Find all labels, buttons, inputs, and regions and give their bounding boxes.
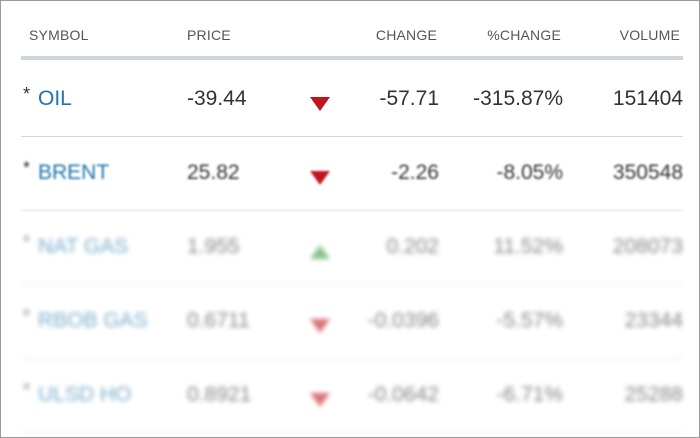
percent-change: -315.87%: [473, 87, 563, 110]
percent-change: 11.52%: [493, 235, 563, 258]
symbol-link[interactable]: NAT GAS: [38, 235, 129, 258]
price: -39.44: [187, 87, 247, 110]
down-arrow: [310, 393, 330, 407]
percent-change: -5.57%: [496, 309, 563, 332]
price: 1.955: [187, 235, 240, 258]
symbol-link[interactable]: ULSD HO: [38, 383, 132, 406]
table-row: * OIL -39.44 -57.71 -315.87% 151404: [21, 63, 683, 137]
change: -0.0396: [367, 309, 439, 332]
percent-change: -6.71%: [496, 383, 563, 406]
header-rule: [21, 56, 683, 60]
symbol-link[interactable]: OIL: [38, 87, 72, 110]
change: 0.202: [386, 235, 439, 258]
table-row: * RBOB GAS 0.6711 -0.0396 -5.57% 23344: [21, 285, 683, 359]
change: -57.71: [379, 87, 439, 110]
volume: 208073: [612, 235, 683, 258]
row-marker: *: [23, 232, 31, 252]
price: 0.6711: [187, 309, 250, 332]
row-marker: *: [23, 158, 31, 178]
table-row: * BRENT 25.82 -2.26 -8.05% 350548: [21, 137, 683, 211]
change: -2.26: [391, 161, 439, 184]
table-row: * NAT GAS 1.955 0.202 11.52% 208073: [21, 211, 683, 285]
down-arrow: [310, 171, 330, 185]
column-header: SYMBOL: [29, 27, 89, 43]
up-arrow: [310, 245, 330, 259]
column-header: %CHANGE: [487, 27, 561, 43]
volume: 23344: [624, 309, 683, 332]
column-header: PRICE: [187, 27, 231, 43]
symbol-link[interactable]: BRENT: [38, 161, 110, 184]
volume: 350548: [612, 161, 683, 184]
column-header: CHANGE: [375, 27, 437, 43]
price: 25.82: [187, 161, 240, 184]
row-marker: *: [23, 84, 31, 104]
volume: 151404: [612, 87, 683, 110]
change: -0.0642: [367, 383, 439, 406]
percent-change: -8.05%: [496, 161, 563, 184]
row-marker: *: [23, 306, 31, 326]
down-arrow: [310, 97, 330, 111]
table-row: * ULSD HO 0.8921 -0.0642 -6.71% 25288: [21, 359, 683, 433]
price: 0.8921: [187, 383, 252, 406]
symbol-link[interactable]: RBOB GAS: [38, 309, 148, 332]
row-marker: *: [23, 380, 31, 400]
column-header: VOLUME: [619, 27, 680, 43]
volume: 25288: [624, 383, 683, 406]
down-arrow: [310, 319, 330, 333]
